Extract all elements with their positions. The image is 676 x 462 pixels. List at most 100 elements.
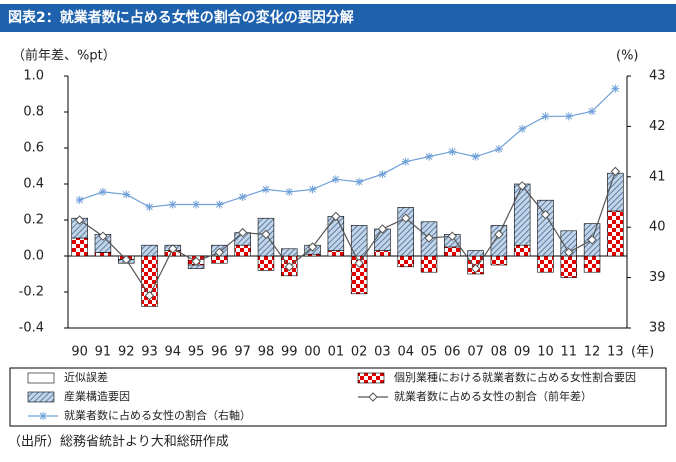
y2-tick-label: 38 — [649, 321, 666, 336]
bar — [560, 255, 577, 278]
star-marker — [401, 157, 410, 166]
diamond-marker — [74, 215, 85, 225]
diamond-marker — [517, 181, 527, 191]
bar — [583, 255, 601, 273]
bar — [490, 225, 508, 257]
x-tick-label: 91 — [95, 345, 112, 360]
bar — [420, 255, 438, 273]
x-tick-label: 03 — [374, 345, 391, 360]
star-marker — [215, 200, 224, 209]
bar — [350, 225, 368, 257]
diamond-marker — [307, 242, 318, 252]
star-marker — [75, 195, 84, 204]
source: （出所）総務省統計より大和総研作成 — [8, 434, 229, 450]
legend-swatch — [27, 372, 55, 384]
y2-tick-label: 40 — [649, 220, 666, 235]
title-bar — [0, 4, 676, 32]
diamond-marker — [261, 229, 271, 240]
x-tick-label: 94 — [165, 345, 182, 360]
x-tick-label: 98 — [258, 345, 275, 360]
y-axis-label: （前年差、%pt） — [12, 48, 116, 64]
star-marker — [331, 175, 340, 184]
x-tick-label: 13 — [607, 345, 624, 360]
x-tick-label: 00 — [304, 345, 321, 360]
diamond-marker — [214, 247, 225, 258]
star-marker — [145, 203, 154, 212]
line — [79, 171, 616, 297]
legend-marker — [39, 412, 47, 420]
x-tick-label: 12 — [584, 345, 601, 360]
x-tick-label: 93 — [141, 345, 158, 360]
y2-tick-label: 42 — [649, 119, 666, 134]
star-marker — [494, 145, 503, 154]
x-tick-label: 07 — [467, 345, 484, 360]
y-tick-label: 0.0 — [23, 249, 44, 264]
line — [79, 88, 616, 208]
y2-tick-label: 41 — [649, 169, 666, 184]
star-marker — [285, 187, 294, 196]
bar — [281, 248, 298, 257]
star-marker — [378, 170, 387, 179]
star-marker — [518, 124, 527, 133]
diamond-marker — [237, 227, 248, 238]
star-marker — [425, 152, 434, 161]
x-tick-label: 90 — [71, 345, 88, 360]
x-tick-label: 11 — [560, 345, 577, 360]
bar — [444, 246, 461, 257]
chart-title: 図表2：就業者数に占める女性の割合の変化の要因分解 — [8, 9, 354, 26]
bar — [607, 210, 624, 257]
diamond-marker — [470, 263, 481, 274]
diamond-marker — [191, 256, 201, 267]
y-tick-label: 0.2 — [23, 213, 44, 228]
star-marker — [261, 185, 270, 194]
legend-label: 就業者数に占める女性の割合（右軸） — [64, 408, 251, 422]
legend-swatch — [357, 372, 385, 384]
star-marker — [308, 185, 317, 194]
bar — [467, 250, 484, 257]
bar — [327, 250, 345, 257]
bar — [141, 244, 158, 257]
x-tick-label: 01 — [328, 345, 345, 360]
x-tick-label: 95 — [188, 345, 205, 360]
x-tick-label: 04 — [397, 345, 414, 360]
legend-label: 個別業種における就業者数に占める女性割合要因 — [394, 370, 636, 384]
star-marker — [588, 107, 597, 116]
y-tick-label: 0.8 — [23, 105, 44, 120]
star-marker — [168, 200, 177, 209]
y2-axis-label: (%) — [616, 49, 639, 64]
bar — [234, 244, 251, 257]
diamond-marker — [447, 231, 458, 241]
legend-label: 近似誤差 — [64, 370, 108, 384]
x-tick-label: 96 — [211, 345, 228, 360]
star-marker — [564, 112, 573, 121]
legend-label: 産業構造要因 — [64, 389, 130, 403]
diamond-marker — [144, 290, 155, 301]
diamond-marker — [610, 166, 621, 177]
star-marker — [192, 200, 201, 209]
y-tick-label: 0.4 — [23, 177, 44, 192]
diamond-marker — [540, 209, 551, 220]
diamond-marker — [354, 258, 364, 268]
bar — [257, 255, 275, 271]
x-tick-label: 92 — [118, 345, 135, 360]
star-marker — [355, 177, 364, 186]
legend-marker — [368, 392, 378, 402]
diamond-marker — [494, 229, 504, 240]
bar — [490, 255, 508, 266]
diamond-marker — [424, 233, 434, 243]
star-marker — [238, 192, 247, 201]
x-unit: (年) — [631, 345, 654, 360]
bar — [607, 172, 624, 212]
x-tick-label: 09 — [514, 345, 531, 360]
star-marker — [122, 190, 131, 199]
y2-tick-label: 43 — [649, 69, 666, 84]
x-tick-label: 02 — [351, 345, 368, 360]
x-tick-label: 99 — [281, 345, 298, 360]
diamond-marker — [121, 254, 131, 265]
diamond-marker — [564, 247, 574, 258]
bar — [71, 237, 88, 257]
star-marker — [611, 84, 620, 93]
diamond-marker — [331, 211, 341, 222]
y-tick-label: 1.0 — [23, 69, 44, 84]
